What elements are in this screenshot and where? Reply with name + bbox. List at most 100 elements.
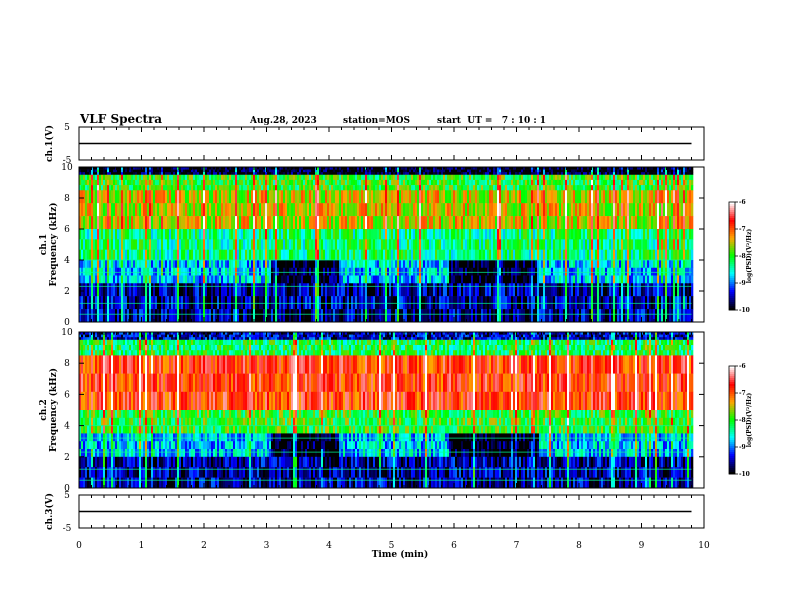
- spectro-cell: [475, 239, 478, 250]
- spectro-cell: [491, 296, 494, 310]
- spectro-cell: [475, 203, 478, 217]
- spectro-cell: [593, 275, 596, 284]
- spectro-cell: [459, 169, 462, 173]
- spectro-cell: [475, 167, 478, 170]
- spectro-cell: [327, 185, 330, 191]
- spectro-cell: [275, 185, 278, 191]
- spectro-cell: [509, 185, 512, 191]
- spectro-cell: [177, 229, 180, 240]
- spectro-cell: [151, 309, 154, 323]
- spectro-cell: [437, 229, 440, 240]
- spectro-cell: [397, 275, 400, 284]
- spectro-cell: [389, 167, 392, 170]
- spectro-cell: [511, 179, 514, 186]
- spectro-cell: [549, 283, 552, 297]
- spectro-cell: [519, 296, 522, 310]
- spectro-cell: [105, 249, 108, 261]
- spectro-cell: [281, 229, 284, 240]
- spectro-cell: [445, 239, 448, 250]
- spectro-cell: [339, 172, 342, 176]
- spectro-cell: [599, 185, 602, 191]
- spectro-cell: [457, 275, 460, 284]
- spectro-cell: [143, 309, 146, 323]
- spectro-cell: [467, 296, 470, 310]
- spectro-cell: [585, 229, 588, 240]
- spectro-cell: [229, 283, 232, 297]
- spectro-cell: [591, 239, 594, 250]
- spectro-cell: [557, 174, 560, 181]
- spectro-cell: [489, 174, 492, 181]
- spectro-cell: [99, 216, 102, 230]
- spectro-cell: [439, 249, 442, 261]
- spectro-cell: [161, 167, 164, 170]
- spectro-cell: [127, 169, 130, 173]
- spectro-cell: [451, 185, 454, 191]
- spectro-cell: [87, 260, 90, 269]
- spectro-cell: [293, 203, 296, 217]
- spectro-cell: [477, 179, 480, 186]
- spectro-cell: [481, 167, 484, 170]
- spectro-cell: [457, 296, 460, 310]
- spectro-cell: [455, 267, 458, 276]
- spectro-cell: [611, 309, 614, 323]
- spectro-cell: [97, 172, 100, 176]
- spectro-cell: [127, 190, 130, 204]
- spectro-cell: [443, 167, 446, 170]
- spectro-cell: [197, 167, 200, 170]
- spectro-cell: [83, 239, 86, 250]
- spectro-cell: [239, 203, 242, 217]
- spectro-cell: [613, 239, 616, 250]
- spectro-cell: [579, 190, 582, 204]
- spectro-cell: [241, 179, 244, 186]
- spectro-cell: [443, 239, 446, 250]
- spectro-cell: [413, 267, 416, 276]
- spectro-cell: [619, 309, 622, 323]
- spectro-cell: [577, 167, 580, 170]
- spectro-cell: [539, 190, 542, 204]
- spectro-cell: [99, 239, 102, 250]
- spectro-cell: [365, 229, 368, 240]
- spectro-cell: [127, 260, 130, 269]
- spectro-cell: [449, 179, 452, 186]
- spectro-cell: [557, 190, 560, 204]
- spectro-cell: [483, 239, 486, 250]
- spectro-cell: [561, 267, 564, 276]
- spectro-cell: [283, 179, 286, 186]
- spectro-cell: [565, 239, 568, 250]
- spectro-cell: [193, 179, 196, 186]
- spectro-cell: [425, 167, 428, 170]
- spectro-cell: [101, 172, 104, 176]
- spectro-cell: [449, 260, 452, 269]
- spectro-cell: [593, 203, 596, 217]
- spectro-cell: [507, 239, 510, 250]
- spectro-cell: [335, 179, 338, 186]
- spectro-cell: [391, 167, 394, 170]
- spectro-cell: [115, 267, 118, 276]
- spectro-cell: [201, 172, 204, 176]
- spectro-cell: [239, 296, 242, 310]
- spectro-cell: [583, 169, 586, 173]
- spectro-cell: [117, 296, 120, 310]
- spectro-cell: [527, 283, 530, 297]
- spectro-cell: [407, 229, 410, 240]
- spectro-cell: [283, 185, 286, 191]
- spectro-cell: [207, 296, 210, 310]
- spectro-cell: [569, 169, 572, 173]
- spectro-cell: [113, 309, 116, 323]
- spectro-cell: [305, 172, 308, 176]
- spectro-cell: [143, 249, 146, 261]
- spectro-cell: [431, 239, 434, 250]
- spectro-cell: [419, 296, 422, 310]
- spectro-cell: [87, 296, 90, 310]
- spectro-cell: [353, 309, 356, 323]
- spectro-cell: [81, 229, 84, 240]
- spectro-cell: [383, 296, 386, 310]
- spectro-cell: [493, 296, 496, 310]
- spectro-cell: [593, 190, 596, 204]
- spectro-cell: [577, 309, 580, 323]
- spectro-cell: [475, 296, 478, 310]
- spectro-cell: [235, 216, 238, 230]
- spectro-cell: [211, 179, 214, 186]
- spectro-cell: [327, 249, 330, 261]
- spectro-cell: [167, 267, 170, 276]
